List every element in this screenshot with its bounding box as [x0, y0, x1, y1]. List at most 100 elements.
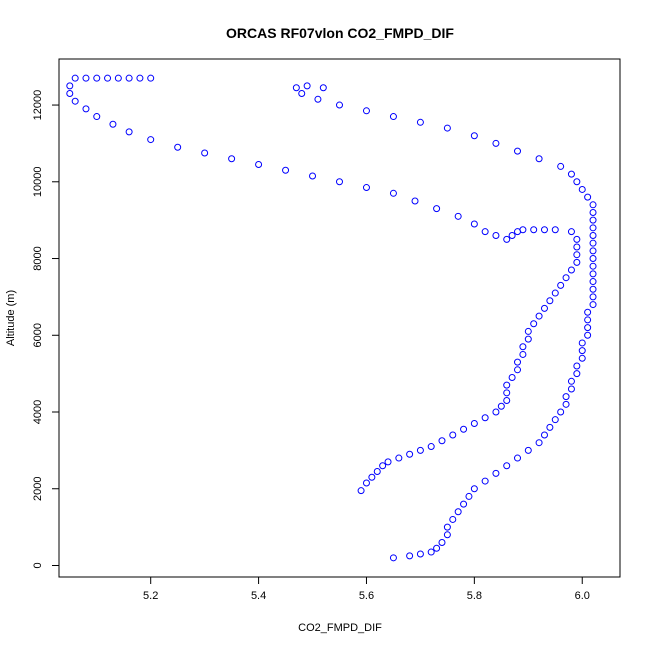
data-point: [573, 243, 581, 251]
data-point: [314, 95, 322, 103]
data-point: [551, 416, 559, 424]
data-point: [578, 185, 586, 193]
data-point: [514, 366, 522, 374]
data-point: [503, 462, 511, 470]
data-point: [136, 74, 144, 82]
data-point: [535, 312, 543, 320]
data-point: [503, 389, 511, 397]
x-tick-label: 5.6: [359, 590, 374, 602]
data-point: [535, 439, 543, 447]
data-point: [578, 347, 586, 355]
data-point: [492, 408, 500, 416]
data-point: [584, 316, 592, 324]
data-point: [589, 224, 597, 232]
data-point: [470, 485, 478, 493]
data-point: [524, 335, 532, 343]
data-point: [71, 74, 79, 82]
data-point: [298, 90, 306, 98]
x-axis-label: CO2_FMPD_DIF: [298, 622, 382, 634]
data-point: [368, 473, 376, 481]
data-point: [514, 454, 522, 462]
data-point: [492, 469, 500, 477]
y-tick-label: 12000: [32, 90, 44, 121]
data-point: [433, 205, 441, 213]
data-point: [454, 212, 462, 220]
data-point: [379, 462, 387, 470]
data-point: [443, 124, 451, 132]
data-point: [66, 82, 74, 90]
data-point: [562, 274, 570, 282]
data-point: [228, 155, 236, 163]
data-point: [433, 544, 441, 552]
data-point: [492, 139, 500, 147]
data-point: [557, 281, 565, 289]
data-point: [589, 262, 597, 270]
data-point: [567, 266, 575, 274]
data-point: [567, 170, 575, 178]
data-point: [470, 420, 478, 428]
data-point: [540, 304, 548, 312]
data-point: [395, 454, 403, 462]
data-point: [389, 189, 397, 197]
data-point: [567, 228, 575, 236]
data-point: [546, 297, 554, 305]
data-point: [406, 552, 414, 560]
data-point: [492, 232, 500, 240]
data-point: [573, 235, 581, 243]
data-point: [514, 228, 522, 236]
data-point: [589, 201, 597, 209]
data-point: [362, 184, 370, 192]
data-point: [373, 467, 381, 475]
y-tick-label: 8000: [32, 246, 44, 270]
data-point: [470, 220, 478, 228]
data-point: [438, 538, 446, 546]
data-point: [573, 251, 581, 259]
data-point: [416, 446, 424, 454]
data-point: [514, 358, 522, 366]
data-point: [309, 172, 317, 180]
data-point: [503, 381, 511, 389]
data-point: [551, 289, 559, 297]
data-point: [470, 132, 478, 140]
data-point: [449, 431, 457, 439]
data-point: [497, 402, 505, 410]
data-point: [357, 487, 365, 495]
data-point: [460, 425, 468, 433]
y-axis: 0 2000 4000 6000 8000 10000 12000: [32, 90, 60, 569]
data-point: [481, 228, 489, 236]
data-point: [573, 178, 581, 186]
data-point: [443, 531, 451, 539]
data-point: [481, 414, 489, 422]
data-point: [589, 301, 597, 309]
y-tick-label: 4000: [32, 400, 44, 424]
data-point: [589, 208, 597, 216]
data-point: [589, 270, 597, 278]
data-point: [562, 400, 570, 408]
x-tick-label: 5.8: [467, 590, 482, 602]
data-point: [503, 235, 511, 243]
data-point: [389, 113, 397, 121]
data-point: [546, 423, 554, 431]
data-point: [584, 324, 592, 332]
data-point: [93, 74, 101, 82]
data-point: [406, 450, 414, 458]
data-point: [557, 408, 565, 416]
y-tick-label: 6000: [32, 323, 44, 347]
data-point: [292, 84, 300, 92]
chart-title: ORCAS RF07vlon CO2_FMPD_DIF: [226, 25, 454, 41]
data-point: [589, 216, 597, 224]
data-point: [535, 155, 543, 163]
data-point: [201, 149, 209, 157]
data-point: [255, 161, 263, 169]
data-point: [303, 82, 311, 90]
y-axis-label: Altitude (m): [5, 290, 17, 346]
data-point: [465, 492, 473, 500]
data-point: [454, 508, 462, 516]
data-point: [336, 101, 343, 109]
data-point: [174, 143, 182, 151]
data-point: [573, 362, 581, 370]
data-point: [449, 515, 457, 523]
data-point: [589, 232, 597, 240]
x-axis: 5.2 5.4 5.6 5.8 6.0: [143, 576, 590, 602]
